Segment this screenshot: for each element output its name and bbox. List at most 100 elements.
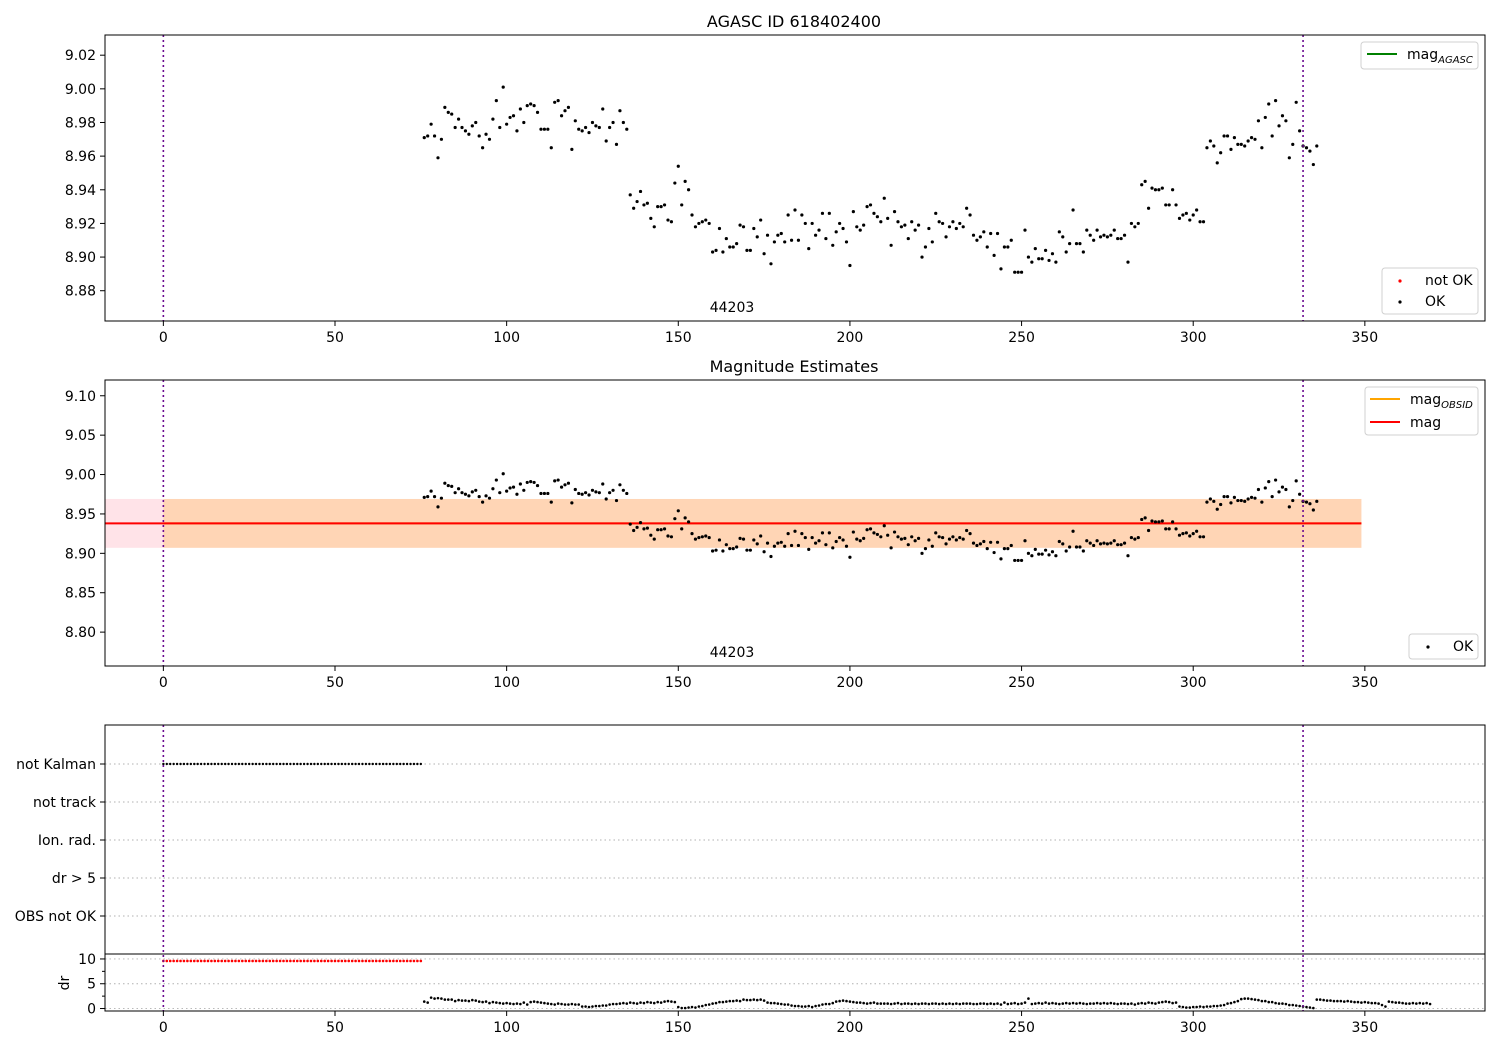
- panel2-point-95: [748, 548, 752, 552]
- dr-point-66: [649, 1001, 653, 1004]
- panel1-point-45: [577, 127, 581, 131]
- panel2-point-137: [892, 530, 897, 534]
- dr-point-204: [1123, 1002, 1126, 1005]
- panel2-point-253: [1291, 498, 1295, 503]
- dr-point-219: [1174, 1001, 1178, 1004]
- panel2-point-51: [597, 491, 601, 495]
- dr-point-145: [920, 1002, 924, 1005]
- dr-point-24: [505, 1001, 508, 1005]
- panel2-point-191: [1078, 545, 1082, 549]
- panel2-point-93: [741, 537, 746, 541]
- dr-point-126: [855, 1001, 859, 1004]
- dr-point-196: [1095, 1001, 1099, 1005]
- panel1-point-78: [690, 213, 694, 217]
- panel1-point-102: [772, 240, 777, 244]
- panel2-point-129: [865, 528, 869, 532]
- panel1-point-203: [1119, 236, 1123, 241]
- not-kalman-point-74: [416, 762, 419, 766]
- panel2-point-2: [429, 489, 433, 493]
- panel1-point-236: [1232, 136, 1237, 140]
- dr-point-167: [996, 1002, 999, 1005]
- dr-point-244: [1260, 999, 1264, 1003]
- panel2-point-241: [1249, 495, 1254, 499]
- panel2-point-235: [1229, 501, 1233, 505]
- dr-point-172: [1013, 1001, 1017, 1005]
- dr-notok-point-4: [175, 959, 179, 963]
- panel1-point-244: [1260, 146, 1264, 150]
- panel1-point-154: [951, 220, 955, 224]
- panel2-ytick-label-0: 8.80: [65, 625, 96, 641]
- panel1-frame: [104, 34, 1486, 322]
- panel2-point-162: [978, 542, 982, 546]
- legend2-marker-ok: [1426, 645, 1430, 649]
- panel2-point-60: [628, 522, 632, 526]
- not-kalman-point-69: [399, 762, 402, 766]
- panel2-point-161: [975, 543, 979, 548]
- dr-notok-point-27: [254, 959, 258, 963]
- not-kalman-point-46: [320, 762, 323, 766]
- panel1-point-37: [549, 146, 553, 150]
- not-kalman-point-57: [357, 762, 361, 766]
- panel2-point-188: [1068, 545, 1072, 549]
- panel1-point-56: [614, 142, 619, 146]
- dr-notok-point-34: [278, 959, 282, 963]
- panel2-point-65: [645, 526, 649, 530]
- panel1-point-128: [862, 223, 866, 227]
- not-kalman-point-54: [347, 762, 350, 766]
- panel2-point-228: [1205, 500, 1209, 504]
- dr-point-103: [776, 1002, 780, 1005]
- panel2-point-41: [563, 483, 567, 487]
- panel1-point-169: [1002, 245, 1007, 249]
- dr-point-232: [1219, 1004, 1222, 1007]
- panel1-point-82: [704, 218, 708, 222]
- not-kalman-point-43: [309, 762, 313, 766]
- panel2-point-16: [477, 495, 481, 499]
- not-kalman-point-45: [316, 762, 320, 766]
- panel1-point-240: [1246, 139, 1250, 143]
- panel2-point-88: [724, 543, 728, 547]
- panel1-point-202: [1116, 236, 1120, 241]
- dr-point-189: [1071, 1001, 1075, 1005]
- panel1-point-158: [965, 206, 969, 210]
- panel2-point-142: [910, 535, 914, 539]
- not-kalman-point-20: [230, 762, 234, 766]
- panel1-point-193: [1085, 228, 1089, 232]
- dr-point-248: [1274, 1001, 1277, 1005]
- panel1-point-215: [1160, 186, 1164, 190]
- dr-point-27: [515, 1002, 519, 1005]
- panel2-point-189: [1071, 529, 1075, 533]
- not-kalman-point-2: [169, 762, 172, 766]
- panel1-point-44: [573, 119, 577, 123]
- panel1-point-238: [1239, 142, 1243, 146]
- dr-point-171: [1009, 1002, 1013, 1005]
- panel2-title: Magnitude Estimates: [710, 357, 879, 376]
- dr-point-53: [604, 1004, 608, 1007]
- panel2-point-238: [1239, 498, 1243, 503]
- dr-point-6: [443, 998, 447, 1001]
- panel1-point-119: [831, 243, 835, 247]
- panel1-point-103: [776, 233, 780, 237]
- panel3-xtick-label-1: 50: [326, 1020, 344, 1036]
- panel1-point-116: [820, 211, 825, 215]
- panel1-point-111: [803, 221, 807, 226]
- panel2-point-5: [439, 496, 444, 500]
- dr-point-37: [549, 1002, 553, 1006]
- panel1-point-223: [1188, 218, 1192, 222]
- not-kalman-point-4: [175, 762, 179, 766]
- panel2-point-192: [1081, 549, 1085, 553]
- dr-point-241: [1250, 997, 1253, 1001]
- panel1-point-232: [1219, 151, 1223, 155]
- legend-label-mag: mag: [1410, 415, 1441, 431]
- panel2-point-104: [779, 540, 783, 544]
- panel2-point-178: [1033, 547, 1037, 551]
- dr-point-82: [704, 1003, 708, 1007]
- dr-point-258: [1308, 1006, 1312, 1009]
- panel1-point-149: [934, 211, 938, 215]
- panel1-point-22: [498, 125, 502, 130]
- panel1-point-51: [597, 125, 601, 130]
- panel2-point-136: [889, 546, 893, 550]
- panel2-point-198: [1102, 541, 1106, 545]
- panel1-point-70: [662, 203, 667, 207]
- dr-point-125: [852, 1000, 855, 1004]
